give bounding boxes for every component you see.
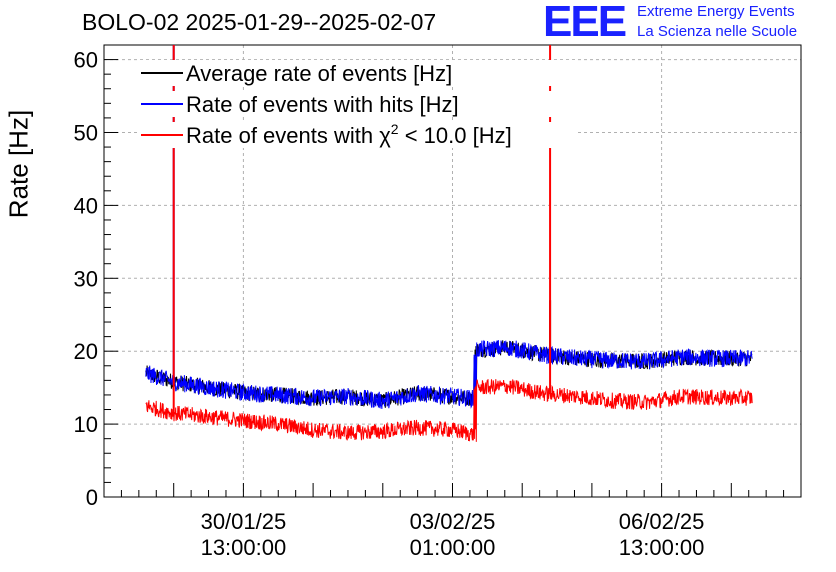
eee-logo: EEE — [543, 0, 627, 46]
x-tick-label-date: 06/02/25 — [619, 509, 705, 534]
legend-bg — [137, 60, 577, 86]
y-tick-label: 10 — [74, 412, 98, 437]
x-tick-label-time: 13:00:00 — [619, 535, 705, 560]
y-tick-label: 20 — [74, 339, 98, 364]
x-tick-label-date: 30/01/25 — [201, 509, 287, 534]
legend-bg — [137, 122, 577, 148]
series-line-1 — [145, 339, 753, 409]
logo-text: Extreme Energy Events La Scienza nelle S… — [637, 2, 797, 42]
legend-bg — [137, 91, 577, 117]
legend-label-1: Rate of events with hits [Hz] — [186, 92, 459, 117]
legend-label-0: Average rate of events [Hz] — [186, 61, 452, 86]
series-line-2 — [145, 379, 753, 442]
y-tick-label: 50 — [74, 120, 98, 145]
x-tick-label-time: 01:00:00 — [410, 535, 496, 560]
y-tick-label: 30 — [74, 266, 98, 291]
y-tick-label: 40 — [74, 193, 98, 218]
y-tick-label: 60 — [74, 48, 98, 73]
logo-line-1: Extreme Energy Events — [637, 3, 795, 20]
logo-line-2: La Scienza nelle Scuole — [637, 23, 798, 40]
chart-title: BOLO-02 2025-01-29--2025-02-07 — [82, 9, 437, 35]
legend-label-2: Rate of events with χ2 < 10.0 [Hz] — [186, 121, 512, 148]
x-tick-label-date: 03/02/25 — [410, 509, 496, 534]
x-tick-label-time: 13:00:00 — [201, 535, 287, 560]
y-tick-label: 0 — [86, 485, 98, 510]
